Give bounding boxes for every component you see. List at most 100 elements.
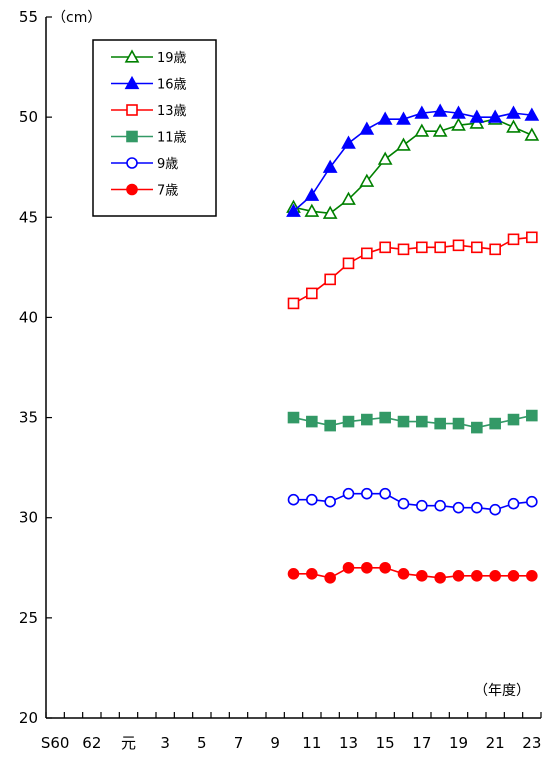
data-point <box>379 241 391 254</box>
x-tick-label: 13 <box>339 734 358 752</box>
data-point <box>397 243 410 256</box>
x-tick-label: 19 <box>449 734 468 752</box>
data-point <box>434 417 446 430</box>
data-point <box>397 567 410 580</box>
data-point <box>507 569 520 582</box>
data-point <box>306 493 318 506</box>
legend-marker <box>126 183 138 196</box>
x-tick-label: 7 <box>234 734 244 752</box>
y-tick-label: 25 <box>19 609 38 627</box>
x-tick-label: 15 <box>376 734 395 752</box>
data-point <box>342 415 355 428</box>
data-point <box>342 487 355 500</box>
data-point <box>306 287 318 300</box>
series-5 <box>287 487 538 516</box>
data-point <box>361 247 373 260</box>
series-1 <box>286 111 540 219</box>
data-point <box>432 123 448 137</box>
data-point <box>324 495 336 508</box>
data-point <box>434 241 446 254</box>
data-point <box>414 105 430 119</box>
data-point <box>416 241 428 254</box>
data-point <box>342 257 355 270</box>
x-tick-label: 9 <box>270 734 280 752</box>
data-point <box>434 499 446 512</box>
legend-box <box>92 39 217 217</box>
data-point <box>341 135 356 149</box>
legend-item-5: 9歳 <box>111 157 178 172</box>
legend-marker <box>124 75 140 90</box>
data-point <box>471 569 483 582</box>
x-unit-label: （年度） <box>474 683 530 699</box>
data-point <box>526 231 538 244</box>
x-tick-label: 5 <box>197 734 207 752</box>
x-tick-label: 21 <box>486 734 505 752</box>
data-point <box>287 567 300 580</box>
data-point <box>322 159 338 173</box>
data-point <box>507 413 520 426</box>
data-point <box>342 561 355 574</box>
data-point <box>451 105 466 119</box>
data-point <box>489 243 501 256</box>
series-2 <box>286 103 540 217</box>
data-point <box>324 419 336 432</box>
data-point <box>306 567 318 580</box>
legend-item-4: 11歳 <box>111 131 187 146</box>
data-point <box>507 233 520 246</box>
legend-marker <box>124 49 140 63</box>
data-point <box>471 421 483 434</box>
legend-item-6: 7歳 <box>111 184 178 199</box>
data-point <box>526 409 538 422</box>
data-point <box>322 205 338 219</box>
series-4 <box>287 409 538 434</box>
data-point <box>452 239 465 252</box>
data-point <box>287 411 300 424</box>
x-tick-label: S60 <box>41 734 70 752</box>
legend-item-3: 13歳 <box>111 104 187 119</box>
legend-label: 7歳 <box>157 184 178 199</box>
series-6 <box>287 561 538 584</box>
legend: 19歳 16歳 13歳 11歳 9歳 7歳 <box>92 39 217 217</box>
legend-label: 9歳 <box>157 157 178 172</box>
data-point <box>361 561 373 574</box>
data-point <box>324 571 336 584</box>
data-point <box>487 109 503 123</box>
data-point <box>361 413 373 426</box>
x-tick-label: 23 <box>522 734 541 752</box>
x-tick-label: 17 <box>412 734 431 752</box>
data-point <box>506 105 521 119</box>
data-point <box>324 273 336 286</box>
y-tick-label: 30 <box>19 509 38 527</box>
data-point <box>451 117 466 131</box>
legend-marker <box>126 104 138 116</box>
data-point <box>471 501 483 514</box>
x-tick-label: 11 <box>302 734 321 752</box>
data-point <box>469 109 485 123</box>
data-point <box>489 503 501 516</box>
data-point <box>489 569 501 582</box>
data-point <box>286 203 301 217</box>
legend-label: 13歳 <box>157 104 187 119</box>
legend-label: 16歳 <box>157 78 187 93</box>
data-point <box>414 123 430 137</box>
data-point <box>379 411 391 424</box>
series-3 <box>287 231 538 310</box>
legend-item-1: 19歳 <box>111 49 187 66</box>
data-point <box>434 571 446 584</box>
data-point <box>506 119 521 133</box>
data-point <box>377 151 393 165</box>
data-point <box>361 487 373 500</box>
data-point <box>287 297 300 310</box>
x-tick-label: 元 <box>121 734 136 752</box>
data-point <box>397 497 410 510</box>
data-point <box>379 561 391 574</box>
data-point <box>489 417 501 430</box>
data-point <box>452 569 465 582</box>
data-point <box>524 107 540 121</box>
legend-marker <box>126 130 138 143</box>
y-tick-label: 20 <box>19 709 38 727</box>
data-point <box>377 111 393 125</box>
data-point <box>396 111 411 125</box>
